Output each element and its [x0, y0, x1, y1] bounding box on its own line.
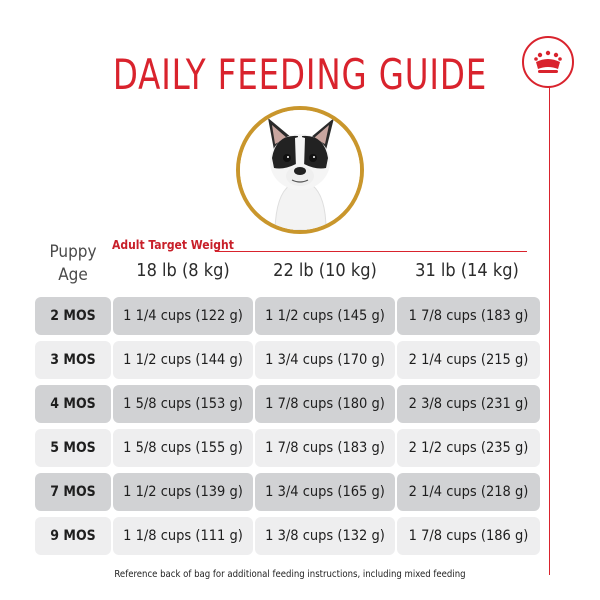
portion-cell: 1 7/8 cups (183 g): [397, 297, 540, 335]
portion-cell: 1 3/4 cups (170 g): [255, 341, 395, 379]
decorative-red-line: [549, 75, 550, 575]
portion-cell: 1 5/8 cups (155 g): [113, 429, 253, 467]
portion-cell: 1 5/8 cups (153 g): [113, 385, 253, 423]
portion-cell: 2 1/4 cups (218 g): [397, 473, 540, 511]
table-row: 4 MOS 1 5/8 cups (153 g) 1 7/8 cups (180…: [35, 385, 540, 423]
portion-cell: 1 7/8 cups (183 g): [255, 429, 395, 467]
table-row: 9 MOS 1 1/8 cups (111 g) 1 3/8 cups (132…: [35, 517, 540, 555]
portion-cell: 2 3/8 cups (231 g): [397, 385, 540, 423]
table-row: 2 MOS 1 1/4 cups (122 g) 1 1/2 cups (145…: [35, 297, 540, 335]
page-title: DAILY FEEDING GUIDE: [112, 50, 488, 99]
portion-cell: 1 7/8 cups (180 g): [255, 385, 395, 423]
table-row: 5 MOS 1 5/8 cups (155 g) 1 7/8 cups (183…: [35, 429, 540, 467]
portion-cell: 1 3/8 cups (132 g): [255, 517, 395, 555]
puppy-age-header-line1: Puppy: [49, 242, 97, 262]
portion-cell: 1 7/8 cups (186 g): [397, 517, 540, 555]
age-cell: 3 MOS: [35, 341, 111, 379]
age-cell: 9 MOS: [35, 517, 111, 555]
age-cell: 4 MOS: [35, 385, 111, 423]
portion-cell: 1 1/8 cups (111 g): [113, 517, 253, 555]
table-row: 7 MOS 1 1/2 cups (139 g) 1 3/4 cups (165…: [35, 473, 540, 511]
crown-icon: [522, 36, 574, 88]
target-weight-divider: [215, 251, 527, 252]
age-cell: 5 MOS: [35, 429, 111, 467]
portion-cell: 1 1/4 cups (122 g): [113, 297, 253, 335]
puppy-age-header-line2: Age: [58, 265, 88, 285]
weight-column-22lb: 22 lb (10 kg): [273, 260, 377, 281]
portion-cell: 1 1/2 cups (145 g): [255, 297, 395, 335]
age-cell: 7 MOS: [35, 473, 111, 511]
portion-cell: 2 1/2 cups (235 g): [397, 429, 540, 467]
portion-cell: 1 1/2 cups (144 g): [113, 341, 253, 379]
adult-target-weight-label: Adult Target Weight: [112, 238, 234, 252]
weight-column-31lb: 31 lb (14 kg): [415, 260, 519, 281]
table-row: 3 MOS 1 1/2 cups (144 g) 1 3/4 cups (170…: [35, 341, 540, 379]
puppy-age-header: Puppy Age: [44, 241, 102, 287]
age-cell: 2 MOS: [35, 297, 111, 335]
footnote: Reference back of bag for additional fee…: [114, 569, 466, 580]
portion-cell: 2 1/4 cups (215 g): [397, 341, 540, 379]
portion-cell: 1 1/2 cups (139 g): [113, 473, 253, 511]
weight-column-18lb: 18 lb (8 kg): [136, 260, 230, 281]
french-bulldog-puppy-image: [236, 106, 364, 234]
portion-cell: 1 3/4 cups (165 g): [255, 473, 395, 511]
